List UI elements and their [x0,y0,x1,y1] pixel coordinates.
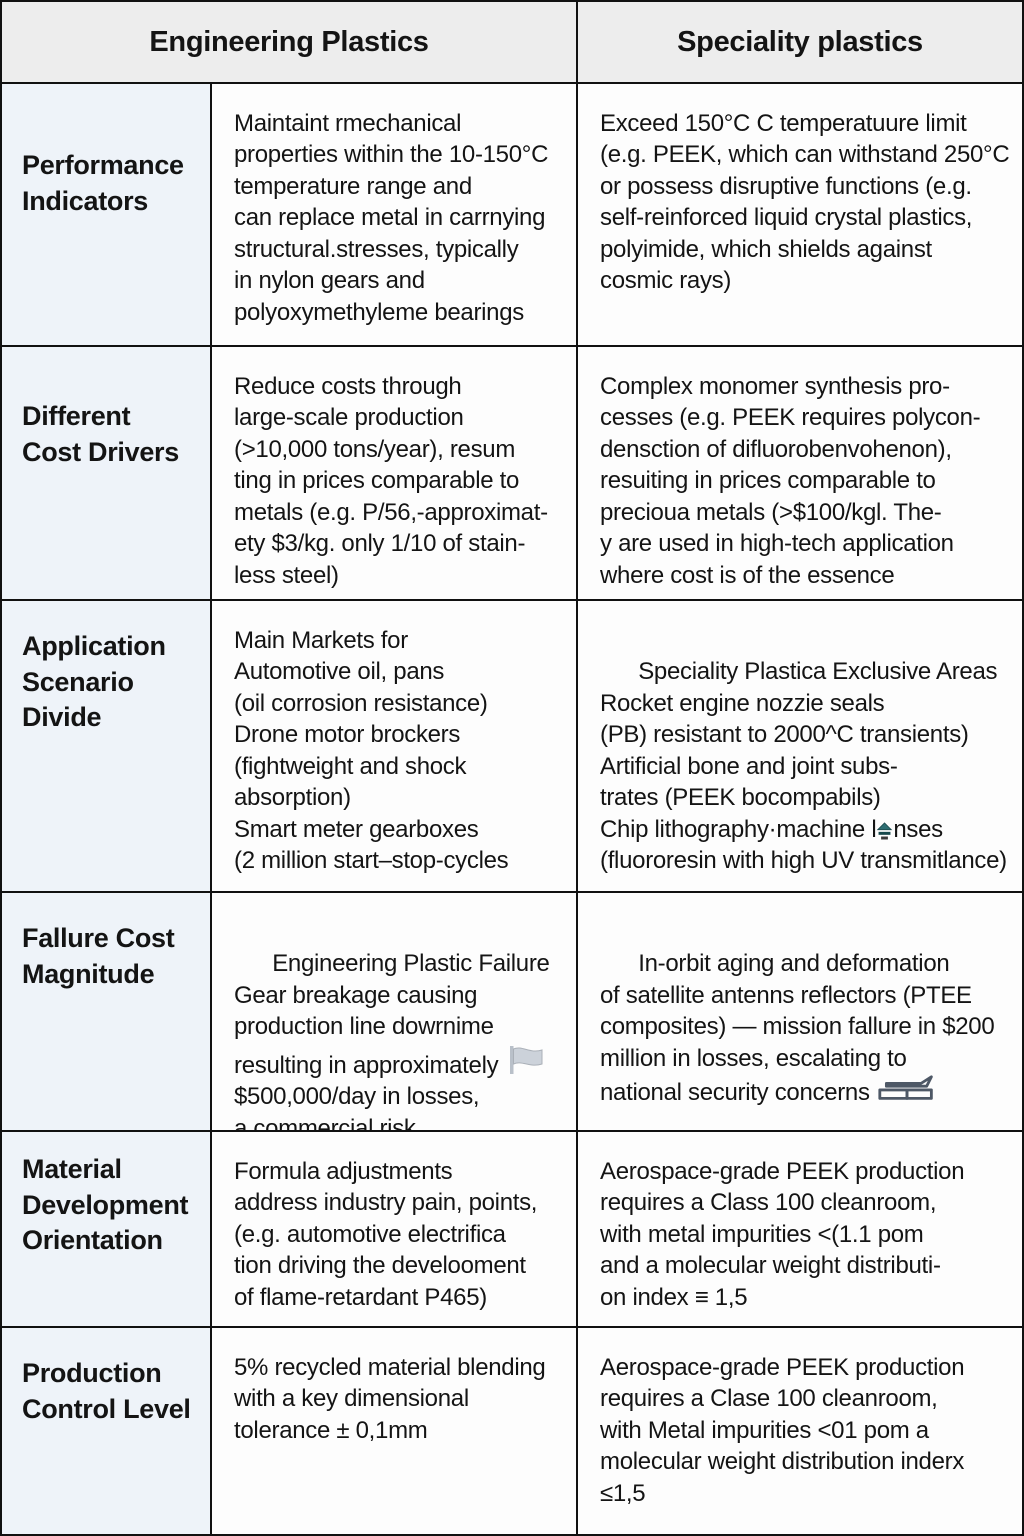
eng-cell-material-development: Formula adjustments address industry pai… [212,1132,578,1328]
row-label-material-development: Material Development Orientation [2,1132,212,1328]
eng-failure-text-2: $500,000/day in losses, a commercial ris… [234,1083,480,1132]
header-engineering-plastics-label: Engineering Plastics [149,25,429,58]
header-speciality-plastics-label: Speciality plastics [677,25,923,58]
spec-application-text-1: Speciality Plastica Exclusive Areas Rock… [600,658,998,843]
eng-cell-performance: Maintaint rmechanical properties within … [212,84,578,347]
row-label-failure-cost: Fallure Cost Magnitude [2,893,212,1132]
spec-failure-text: In-orbit aging and deformation of satell… [600,950,995,1107]
spec-cell-application-scenario: Speciality Plastica Exclusive Areas Rock… [578,601,1022,893]
spec-cell-material-development: Aerospace-grade PEEK production requires… [578,1132,1022,1328]
header-speciality-plastics: Speciality plastics [578,2,1022,84]
eng-cell-failure-cost: Engineering Plastic Failure Gear breakag… [212,893,578,1132]
lens-eject-icon [876,816,893,843]
spec-cell-performance: Exceed 150°C C temperatuure limit (e.g. … [578,84,1022,347]
eng-cell-production-control: 5% recycled material blending with a key… [212,1328,578,1534]
row-label-performance-indicators: Performance Indicators [2,84,212,347]
spec-cell-failure-cost: In-orbit aging and deformation of satell… [578,893,1022,1132]
eng-cell-application-scenario: Main Markets for Automotive oil, pans (o… [212,601,578,893]
flag-icon [505,1045,545,1079]
spec-cell-production-control: Aerospace-grade PEEK production requires… [600,1354,965,1507]
spec-cell-cost-drivers: Complex monomer synthesis pro- cesses (e… [578,347,1022,601]
row-label-application-scenario: Application Scenario Divide [2,601,212,893]
header-engineering-plastics: Engineering Plastics [2,2,578,84]
spec-application-text-2: nses (fluororesin with high UV transmitl… [600,815,1007,875]
eng-failure-text-1: Engineering Plastic Failure Gear breakag… [234,950,550,1079]
stealth-ship-icon [876,1075,938,1106]
row-label-production-control: Production Control Level [2,1328,212,1534]
eng-cell-cost-drivers: Reduce costs through large-scale product… [212,347,578,601]
row-label-cost-drivers: Different Cost Drivers [2,347,212,601]
